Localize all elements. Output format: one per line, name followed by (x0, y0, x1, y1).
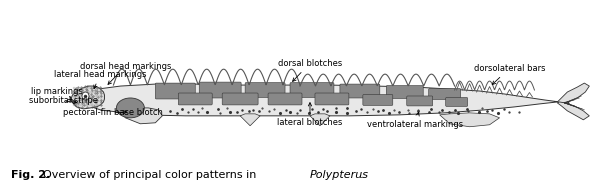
Polygon shape (71, 86, 104, 109)
FancyBboxPatch shape (199, 82, 241, 98)
Text: dorsal head markings: dorsal head markings (80, 62, 171, 84)
Text: dorsolateral bars: dorsolateral bars (474, 64, 545, 84)
Polygon shape (240, 114, 260, 126)
FancyBboxPatch shape (290, 83, 334, 97)
Text: lateral blotches: lateral blotches (277, 103, 343, 127)
FancyBboxPatch shape (429, 89, 461, 99)
Polygon shape (557, 83, 589, 103)
Text: lip markings: lip markings (31, 86, 83, 100)
Text: suborbital stripe: suborbital stripe (29, 96, 98, 105)
Text: Polypterus: Polypterus (310, 170, 369, 180)
FancyBboxPatch shape (446, 97, 467, 106)
Ellipse shape (82, 92, 89, 100)
Text: ventrolateral markings: ventrolateral markings (367, 112, 463, 129)
Text: Overview of principal color patterns in: Overview of principal color patterns in (43, 170, 256, 180)
FancyBboxPatch shape (363, 95, 393, 105)
FancyBboxPatch shape (178, 93, 212, 105)
FancyBboxPatch shape (268, 93, 302, 105)
Ellipse shape (116, 98, 145, 118)
Polygon shape (440, 113, 500, 127)
Text: .: . (360, 170, 364, 180)
FancyBboxPatch shape (245, 83, 285, 97)
FancyBboxPatch shape (222, 93, 258, 105)
Text: Fig. 2.: Fig. 2. (11, 170, 50, 180)
Text: pectoral-fin base blotch: pectoral-fin base blotch (62, 108, 163, 117)
Text: lateral head markings: lateral head markings (54, 70, 147, 89)
FancyBboxPatch shape (340, 84, 380, 98)
Polygon shape (557, 102, 589, 120)
Text: dorsal blotches: dorsal blotches (278, 59, 342, 81)
Polygon shape (118, 108, 163, 124)
FancyBboxPatch shape (155, 83, 195, 99)
FancyBboxPatch shape (407, 96, 433, 106)
Polygon shape (310, 114, 330, 126)
FancyBboxPatch shape (386, 86, 423, 99)
FancyBboxPatch shape (315, 93, 349, 105)
Polygon shape (71, 84, 569, 116)
